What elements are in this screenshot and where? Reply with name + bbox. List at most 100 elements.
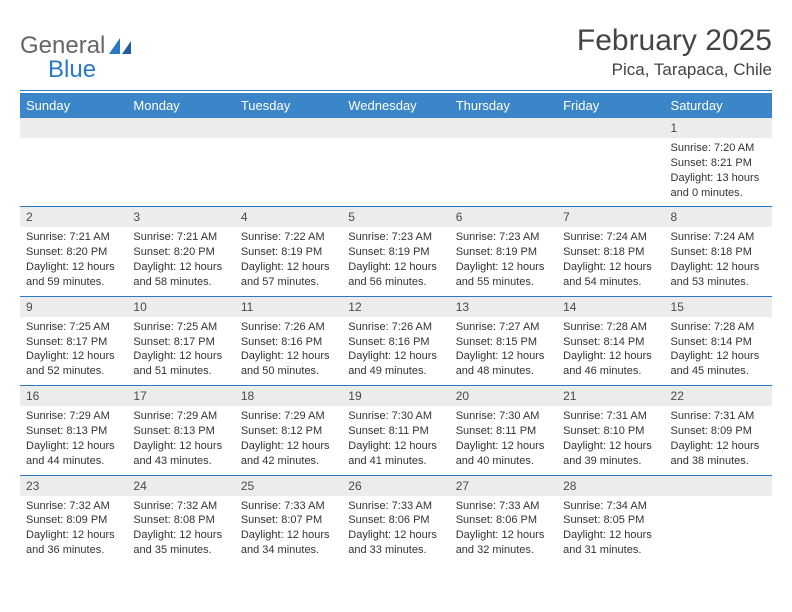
calendar-cell — [127, 118, 234, 207]
calendar-cell: 20Sunrise: 7:30 AMSunset: 8:11 PMDayligh… — [450, 386, 557, 475]
day-number — [235, 118, 342, 138]
day-number — [20, 118, 127, 138]
day-number: 4 — [235, 207, 342, 227]
day-details — [450, 138, 557, 200]
calendar-cell: 16Sunrise: 7:29 AMSunset: 8:13 PMDayligh… — [20, 386, 127, 475]
day-details: Sunrise: 7:28 AMSunset: 8:14 PMDaylight:… — [557, 317, 664, 385]
calendar-cell: 21Sunrise: 7:31 AMSunset: 8:10 PMDayligh… — [557, 386, 664, 475]
day-number: 15 — [665, 297, 772, 317]
weekday-header: Friday — [557, 93, 664, 118]
sunrise-text: Sunrise: 7:32 AM — [26, 499, 121, 514]
day-number: 22 — [665, 386, 772, 406]
calendar-cell: 1Sunrise: 7:20 AMSunset: 8:21 PMDaylight… — [665, 118, 772, 207]
calendar-cell: 22Sunrise: 7:31 AMSunset: 8:09 PMDayligh… — [665, 386, 772, 475]
day-details: Sunrise: 7:32 AMSunset: 8:09 PMDaylight:… — [20, 496, 127, 564]
day-number: 8 — [665, 207, 772, 227]
sunrise-text: Sunrise: 7:23 AM — [348, 230, 443, 245]
daylight-text: Daylight: 12 hours and 58 minutes. — [133, 260, 228, 290]
sunrise-text: Sunrise: 7:24 AM — [671, 230, 766, 245]
day-details: Sunrise: 7:32 AMSunset: 8:08 PMDaylight:… — [127, 496, 234, 564]
daylight-text: Daylight: 12 hours and 56 minutes. — [348, 260, 443, 290]
sunrise-text: Sunrise: 7:26 AM — [348, 320, 443, 335]
sunset-text: Sunset: 8:09 PM — [671, 424, 766, 439]
sunset-text: Sunset: 8:18 PM — [563, 245, 658, 260]
sunrise-text: Sunrise: 7:27 AM — [456, 320, 551, 335]
day-number: 10 — [127, 297, 234, 317]
day-number: 9 — [20, 297, 127, 317]
sunrise-text: Sunrise: 7:22 AM — [241, 230, 336, 245]
daylight-text: Daylight: 12 hours and 50 minutes. — [241, 349, 336, 379]
sunrise-text: Sunrise: 7:30 AM — [348, 409, 443, 424]
daylight-text: Daylight: 12 hours and 45 minutes. — [671, 349, 766, 379]
calendar-cell: 6Sunrise: 7:23 AMSunset: 8:19 PMDaylight… — [450, 207, 557, 296]
daylight-text: Daylight: 12 hours and 34 minutes. — [241, 528, 336, 558]
day-number: 28 — [557, 476, 664, 496]
daylight-text: Daylight: 12 hours and 32 minutes. — [456, 528, 551, 558]
sunrise-text: Sunrise: 7:33 AM — [456, 499, 551, 514]
sunrise-text: Sunrise: 7:26 AM — [241, 320, 336, 335]
day-number: 19 — [342, 386, 449, 406]
calendar-cell: 4Sunrise: 7:22 AMSunset: 8:19 PMDaylight… — [235, 207, 342, 296]
calendar-week-row: 23Sunrise: 7:32 AMSunset: 8:09 PMDayligh… — [20, 475, 772, 564]
daylight-text: Daylight: 12 hours and 39 minutes. — [563, 439, 658, 469]
calendar-header-row: Sunday Monday Tuesday Wednesday Thursday… — [20, 93, 772, 118]
day-details: Sunrise: 7:24 AMSunset: 8:18 PMDaylight:… — [557, 227, 664, 295]
day-details: Sunrise: 7:22 AMSunset: 8:19 PMDaylight:… — [235, 227, 342, 295]
day-details: Sunrise: 7:29 AMSunset: 8:13 PMDaylight:… — [20, 406, 127, 474]
daylight-text: Daylight: 12 hours and 54 minutes. — [563, 260, 658, 290]
day-number: 24 — [127, 476, 234, 496]
sunrise-text: Sunrise: 7:23 AM — [456, 230, 551, 245]
sunrise-text: Sunrise: 7:28 AM — [671, 320, 766, 335]
day-number: 2 — [20, 207, 127, 227]
day-number: 23 — [20, 476, 127, 496]
calendar-cell: 18Sunrise: 7:29 AMSunset: 8:12 PMDayligh… — [235, 386, 342, 475]
location-label: Pica, Tarapaca, Chile — [577, 60, 772, 80]
daylight-text: Daylight: 12 hours and 41 minutes. — [348, 439, 443, 469]
sunset-text: Sunset: 8:16 PM — [348, 335, 443, 350]
sunset-text: Sunset: 8:12 PM — [241, 424, 336, 439]
calendar-cell: 9Sunrise: 7:25 AMSunset: 8:17 PMDaylight… — [20, 296, 127, 385]
weekday-header: Monday — [127, 93, 234, 118]
day-number: 26 — [342, 476, 449, 496]
daylight-text: Daylight: 12 hours and 33 minutes. — [348, 528, 443, 558]
sunset-text: Sunset: 8:14 PM — [563, 335, 658, 350]
day-details: Sunrise: 7:28 AMSunset: 8:14 PMDaylight:… — [665, 317, 772, 385]
calendar-week-row: 1Sunrise: 7:20 AMSunset: 8:21 PMDaylight… — [20, 118, 772, 207]
calendar-cell: 8Sunrise: 7:24 AMSunset: 8:18 PMDaylight… — [665, 207, 772, 296]
daylight-text: Daylight: 12 hours and 52 minutes. — [26, 349, 121, 379]
day-number: 12 — [342, 297, 449, 317]
sunset-text: Sunset: 8:14 PM — [671, 335, 766, 350]
logo-sail-icon — [109, 38, 131, 54]
calendar-week-row: 9Sunrise: 7:25 AMSunset: 8:17 PMDaylight… — [20, 296, 772, 385]
sunrise-text: Sunrise: 7:21 AM — [133, 230, 228, 245]
day-details: Sunrise: 7:20 AMSunset: 8:21 PMDaylight:… — [665, 138, 772, 206]
day-details: Sunrise: 7:29 AMSunset: 8:12 PMDaylight:… — [235, 406, 342, 474]
day-number: 27 — [450, 476, 557, 496]
daylight-text: Daylight: 12 hours and 43 minutes. — [133, 439, 228, 469]
daylight-text: Daylight: 12 hours and 51 minutes. — [133, 349, 228, 379]
sunset-text: Sunset: 8:08 PM — [133, 513, 228, 528]
day-details: Sunrise: 7:31 AMSunset: 8:09 PMDaylight:… — [665, 406, 772, 474]
day-details: Sunrise: 7:33 AMSunset: 8:06 PMDaylight:… — [342, 496, 449, 564]
logo: General — [20, 24, 133, 60]
day-details — [127, 138, 234, 200]
day-details: Sunrise: 7:27 AMSunset: 8:15 PMDaylight:… — [450, 317, 557, 385]
day-details: Sunrise: 7:30 AMSunset: 8:11 PMDaylight:… — [450, 406, 557, 474]
day-details: Sunrise: 7:24 AMSunset: 8:18 PMDaylight:… — [665, 227, 772, 295]
sunset-text: Sunset: 8:17 PM — [133, 335, 228, 350]
day-details — [235, 138, 342, 200]
day-number: 18 — [235, 386, 342, 406]
day-number: 1 — [665, 118, 772, 138]
weekday-header: Wednesday — [342, 93, 449, 118]
sunrise-text: Sunrise: 7:25 AM — [26, 320, 121, 335]
sunset-text: Sunset: 8:09 PM — [26, 513, 121, 528]
weekday-header: Tuesday — [235, 93, 342, 118]
sunset-text: Sunset: 8:06 PM — [456, 513, 551, 528]
day-number: 17 — [127, 386, 234, 406]
calendar-cell: 3Sunrise: 7:21 AMSunset: 8:20 PMDaylight… — [127, 207, 234, 296]
calendar-cell: 23Sunrise: 7:32 AMSunset: 8:09 PMDayligh… — [20, 475, 127, 564]
daylight-text: Daylight: 12 hours and 40 minutes. — [456, 439, 551, 469]
calendar-cell: 7Sunrise: 7:24 AMSunset: 8:18 PMDaylight… — [557, 207, 664, 296]
day-number — [665, 476, 772, 496]
calendar-cell: 19Sunrise: 7:30 AMSunset: 8:11 PMDayligh… — [342, 386, 449, 475]
